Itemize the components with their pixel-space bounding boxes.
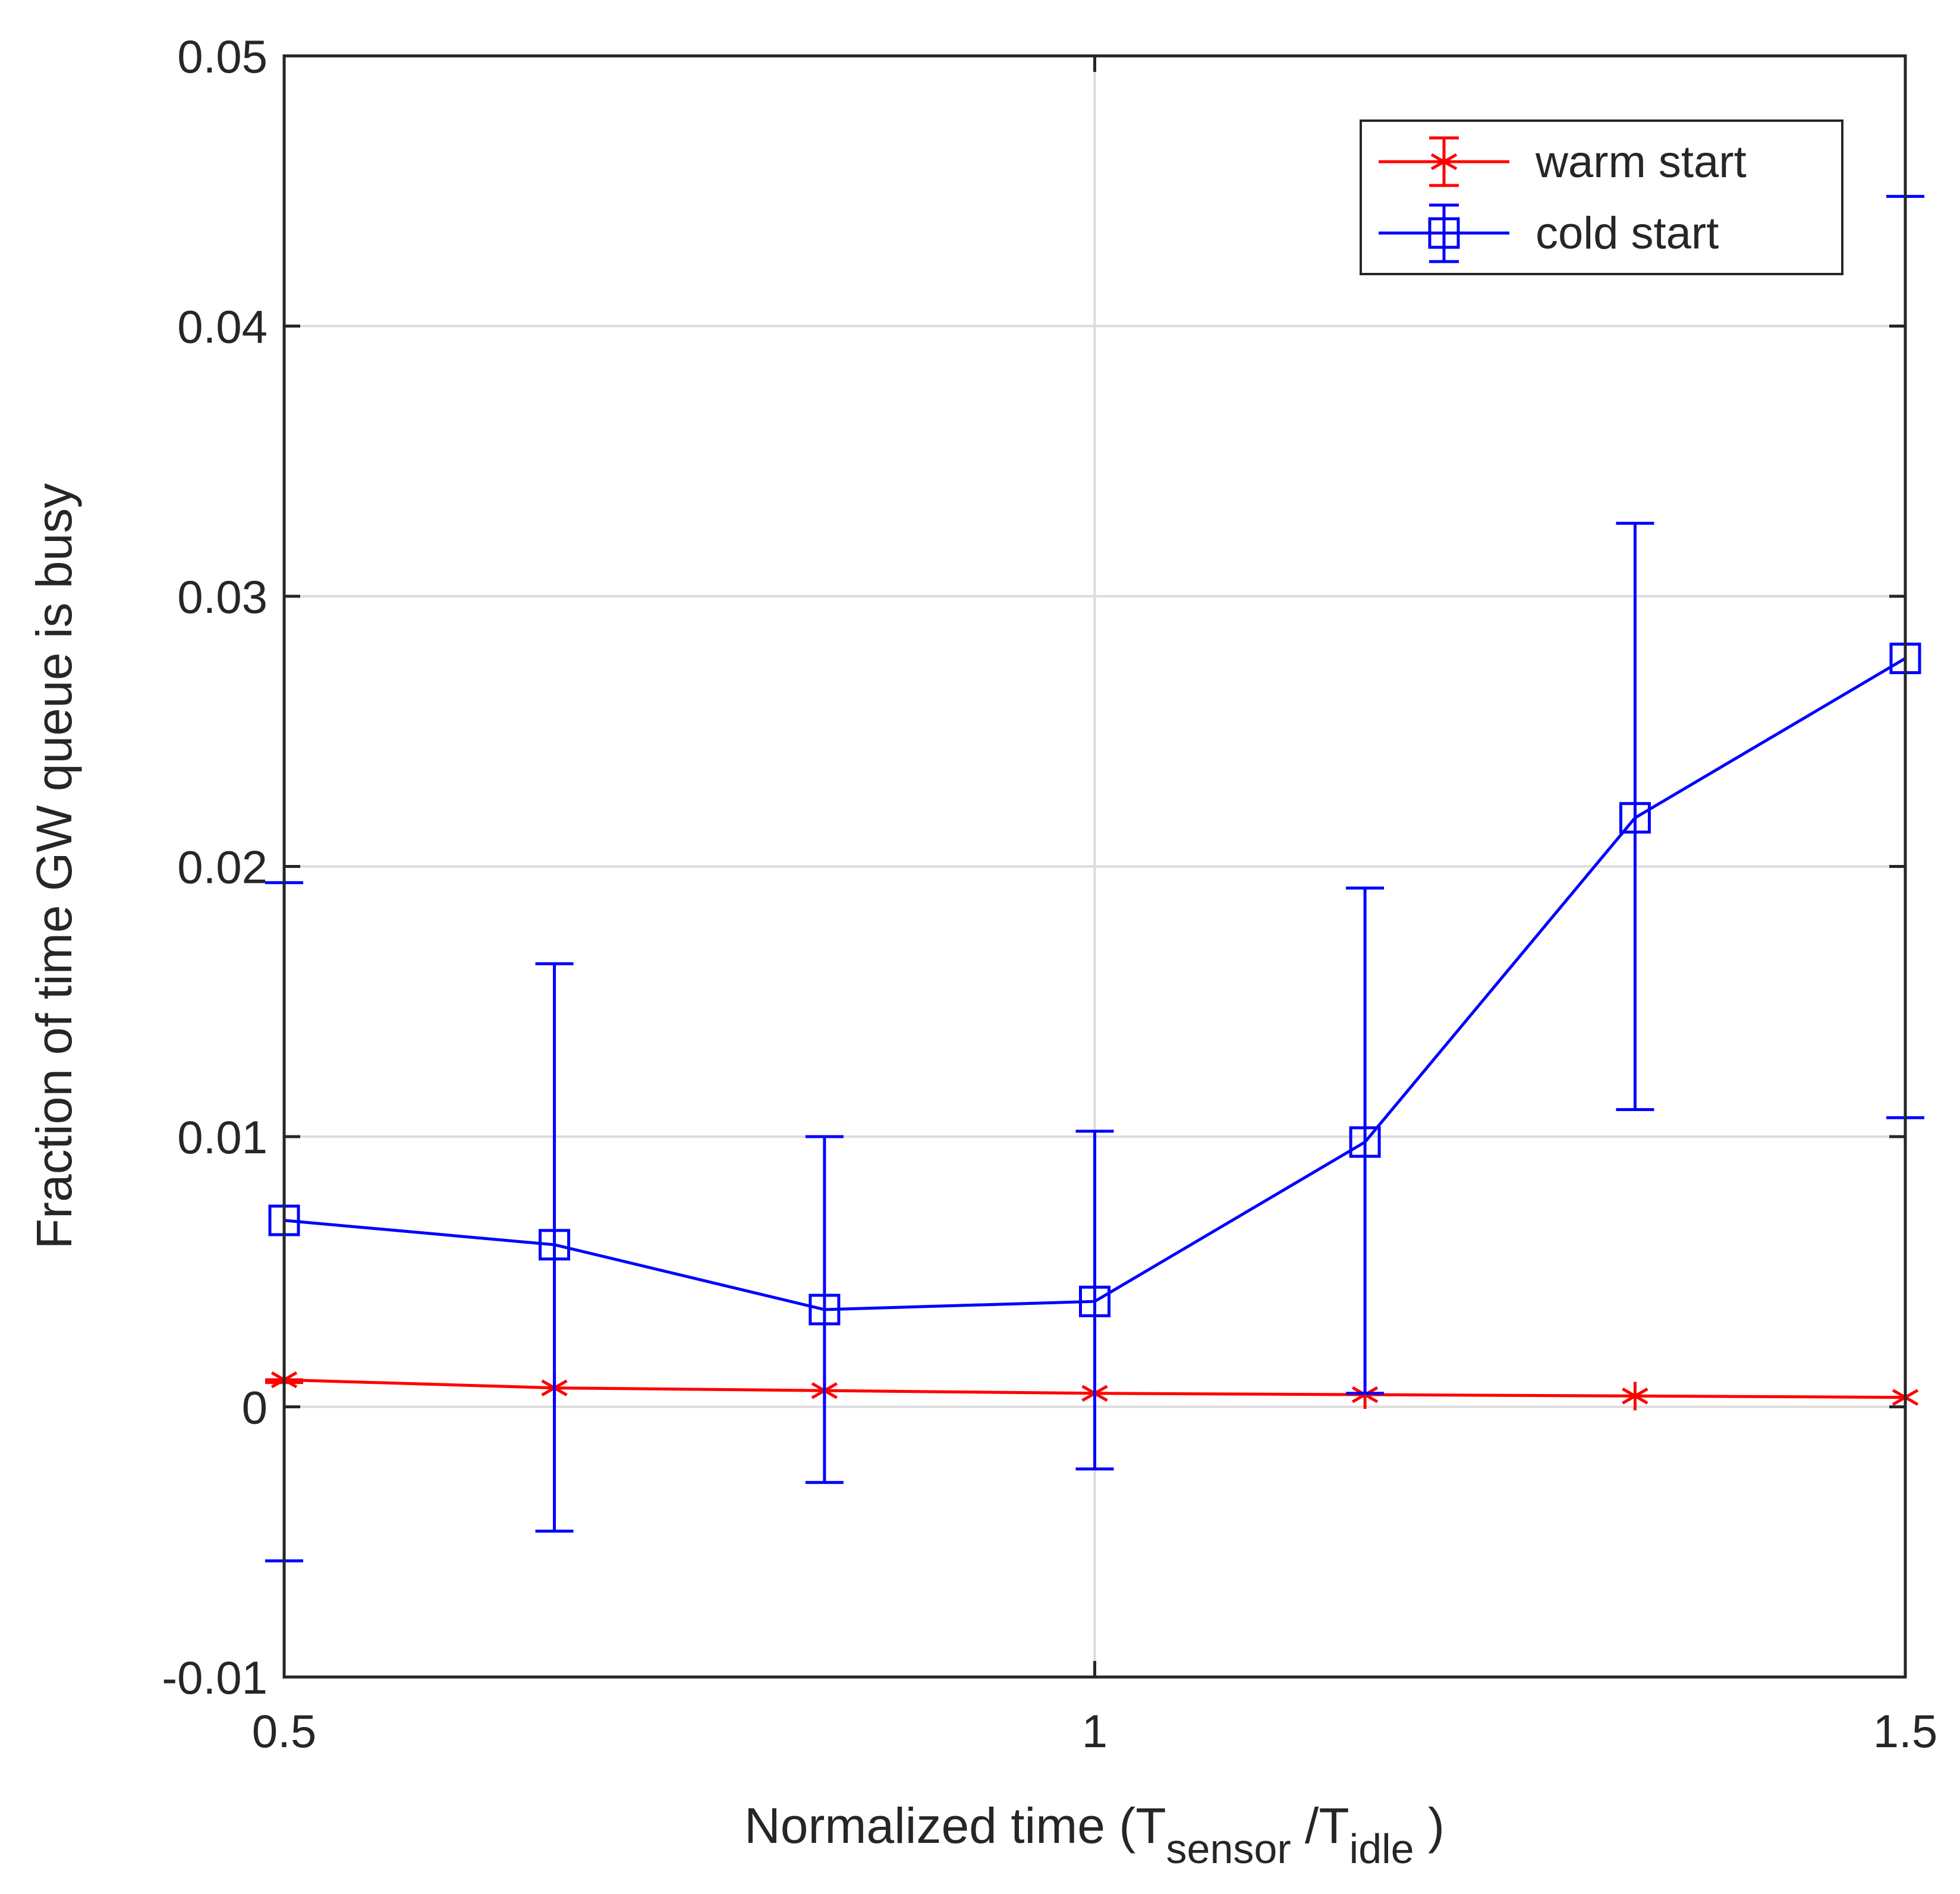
data-point-cold-start xyxy=(1079,1285,1110,1317)
y-axis-label: Fraction of time GW queue is busy xyxy=(26,483,82,1250)
legend-marker-warm-start xyxy=(1430,147,1458,176)
y-tick-label: 0.02 xyxy=(177,841,268,893)
y-tick-label: -0.01 xyxy=(162,1651,268,1704)
legend-entry-cold-start: cold start xyxy=(1379,203,1719,263)
legend-label-warm-start: warm start xyxy=(1535,137,1747,187)
x-axis-label: Normalized time (Tsensor /Tidle ) xyxy=(744,1798,1445,1872)
legend-entry-warm-start: warm start xyxy=(1379,136,1747,187)
x-tick-label: 1.5 xyxy=(1873,1705,1937,1757)
data-point-warm-start xyxy=(1622,1382,1648,1411)
y-tick-label: 0.03 xyxy=(177,571,268,623)
y-tick-label: 0 xyxy=(242,1382,268,1434)
data-point-cold-start xyxy=(1349,1126,1381,1158)
legend-marker-cold-start xyxy=(1428,217,1460,249)
y-tick-label: 0.01 xyxy=(177,1111,268,1163)
data-point-cold-start xyxy=(539,1229,571,1261)
y-tick-label: 0.04 xyxy=(177,301,268,353)
x-tick-label: 0.5 xyxy=(252,1705,316,1757)
legend: warm start cold start xyxy=(1360,119,1843,275)
data-point-marker-stroke xyxy=(1622,1388,1648,1405)
legend-label-cold-start: cold start xyxy=(1536,208,1719,259)
axis-ticks: -0.01 0 0.01 0.02 0.03 0.04 0.05 0.5 1 1.5 xyxy=(162,30,1937,1757)
x-tick-label: 1 xyxy=(1082,1705,1108,1757)
data-point-cold-start xyxy=(1619,802,1651,834)
data-point-cold-start xyxy=(808,1294,841,1326)
y-tick-label: 0.05 xyxy=(177,30,268,83)
series-line-cold-start xyxy=(284,657,1906,1311)
